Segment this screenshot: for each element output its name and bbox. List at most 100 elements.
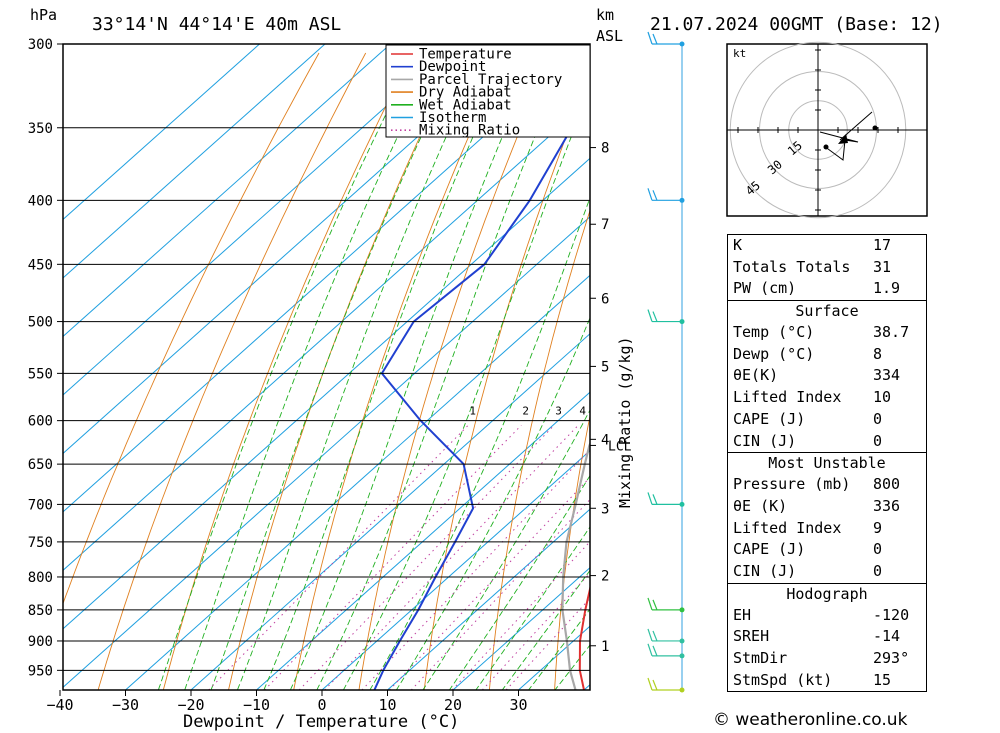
pressure-tick-label: 500	[28, 315, 53, 331]
pw-row: PW (cm) 1.9	[728, 278, 926, 300]
isotherm-line	[63, 44, 522, 455]
pressure-tick-label: 800	[28, 570, 53, 586]
mu-theta-value: 336	[873, 496, 901, 515]
wind-barb-icon	[647, 628, 682, 642]
stmspd-label: StmSpd (kt)	[733, 670, 833, 689]
surface-cape-label: CAPE (J)	[733, 409, 806, 428]
mixing-ratio-line	[264, 424, 522, 690]
dry-adiabat-line	[97, 52, 367, 690]
surface-cin-row: CIN (J) 0	[728, 431, 926, 453]
pressure-tick-label: 600	[28, 414, 53, 430]
x-axis-label: Dewpoint / Temperature (°C)	[183, 712, 459, 732]
temperature-tick-label: −10	[243, 696, 270, 714]
eh-value: -120	[873, 605, 910, 624]
sreh-value: -14	[873, 627, 901, 646]
pressure-tick-label: 850	[28, 603, 53, 619]
isotherm-line	[190, 333, 590, 690]
mixing-ratio-line	[410, 498, 590, 690]
dry-adiabat-line	[228, 52, 460, 690]
plot-frame	[62, 43, 591, 691]
station-location: 33°14'N 44°14'E 40m ASL	[92, 14, 341, 35]
pressure-tick-label: 700	[28, 497, 53, 513]
wind-barb-feather	[647, 188, 653, 201]
wind-barb-icon	[647, 309, 682, 323]
pressure-tick-label: 900	[28, 634, 53, 650]
dry-adiabat-line	[928, 53, 972, 690]
wet-adiabat-line	[501, 569, 590, 690]
surface-theta-row: θE(K) 334	[728, 365, 926, 387]
mixing-ratio-label: 3	[555, 405, 562, 418]
mu-pressure-label: Pressure (mb)	[733, 475, 851, 494]
wind-barb-feather	[647, 309, 653, 322]
surface-temp-label: Temp (°C)	[733, 323, 815, 342]
totals-totals-value: 31	[873, 257, 892, 276]
pressure-tick-label: 750	[28, 535, 53, 551]
height-tick-label: 4	[601, 432, 609, 448]
wind-barb-icon	[647, 643, 682, 657]
surface-cin-label: CIN (J)	[733, 431, 797, 450]
temperature-tick-label: −30	[112, 696, 139, 714]
mu-cin-value: 0	[873, 561, 883, 580]
isotherm-line	[63, 44, 326, 279]
wet-adiabat-line	[263, 44, 515, 690]
hodograph-point	[872, 125, 878, 131]
legend-label: Dewpoint	[419, 59, 486, 75]
mixing-ratio-label: 2	[522, 405, 529, 418]
wind-barb-feather	[647, 492, 653, 505]
most-unstable-title: Most Unstable	[728, 452, 926, 474]
mu-theta-row: θE (K) 336	[728, 496, 926, 518]
mixing-ratio-line	[361, 449, 590, 690]
forecast-datetime: 21.07.2024 00GMT (Base: 12)	[650, 14, 943, 35]
wind-barb-feather	[652, 630, 658, 642]
mixing-ratio-line	[298, 424, 555, 690]
totals-totals-label: Totals Totals	[733, 257, 851, 276]
surface-theta-label: θE(K)	[733, 366, 779, 385]
isotherm-line	[125, 274, 590, 690]
isotherm-line	[452, 567, 590, 690]
surface-li-row: Lifted Index 10	[728, 387, 926, 409]
stmdir-value: 293°	[873, 649, 910, 667]
wind-barb-feather	[652, 33, 658, 45]
isotherm-line	[63, 44, 391, 338]
surface-temp-value: 38.7	[873, 323, 910, 342]
height-tick-label: 7	[601, 217, 609, 233]
wet-adiabat-line	[342, 88, 590, 690]
wind-barb-feather	[647, 597, 653, 611]
dry-adiabat-line	[488, 209, 590, 690]
mixing-ratio-line	[389, 476, 590, 690]
indices-table: K 17 Totals Totals 31 PW (cm) 1.9 Surfac…	[727, 234, 927, 693]
temperature-tick-label: 10	[378, 696, 396, 714]
pressure-tick-label: 400	[28, 193, 53, 209]
mu-theta-label: θE (K)	[733, 496, 788, 515]
legend-label: Isotherm	[419, 110, 486, 126]
surface-cin-value: 0	[873, 431, 883, 450]
km-unit: km	[596, 6, 614, 24]
wind-barb-feather	[652, 599, 658, 611]
surface-temp-row: Temp (°C) 38.7	[728, 322, 926, 344]
wind-barb-icon	[647, 492, 682, 506]
mixing-ratio-line	[324, 424, 579, 690]
hodograph-unit: kt	[733, 47, 746, 60]
dry-adiabat-line	[423, 73, 590, 690]
isotherm-line	[387, 508, 590, 690]
dry-adiabat-line	[358, 52, 553, 690]
copyright-link[interactable]: © weatheronline.co.uk	[713, 710, 908, 730]
mixing-ratio-line	[451, 540, 590, 690]
eh-label: EH	[733, 605, 752, 624]
mixing-ratio-label: 1	[469, 405, 476, 418]
mu-li-label: Lifted Index	[733, 518, 842, 537]
surface-theta-value: 334	[873, 366, 901, 385]
wind-barb-icon	[647, 677, 682, 691]
dewpoint-line	[373, 53, 590, 690]
surface-dewp-value: 8	[873, 344, 883, 363]
pressure-tick-label: 550	[28, 366, 53, 382]
legend-label: Wet Adiabat	[419, 97, 512, 113]
k-index-value: 17	[873, 236, 892, 254]
wet-adiabat-line	[157, 44, 422, 690]
pressure-tick-label: 450	[28, 257, 53, 273]
mu-cin-label: CIN (J)	[733, 561, 797, 580]
sreh-label: SREH	[733, 627, 770, 646]
wet-adiabat-line	[422, 409, 590, 690]
lcl-label: LCL	[608, 439, 632, 454]
height-tick-label: 6	[601, 291, 609, 307]
